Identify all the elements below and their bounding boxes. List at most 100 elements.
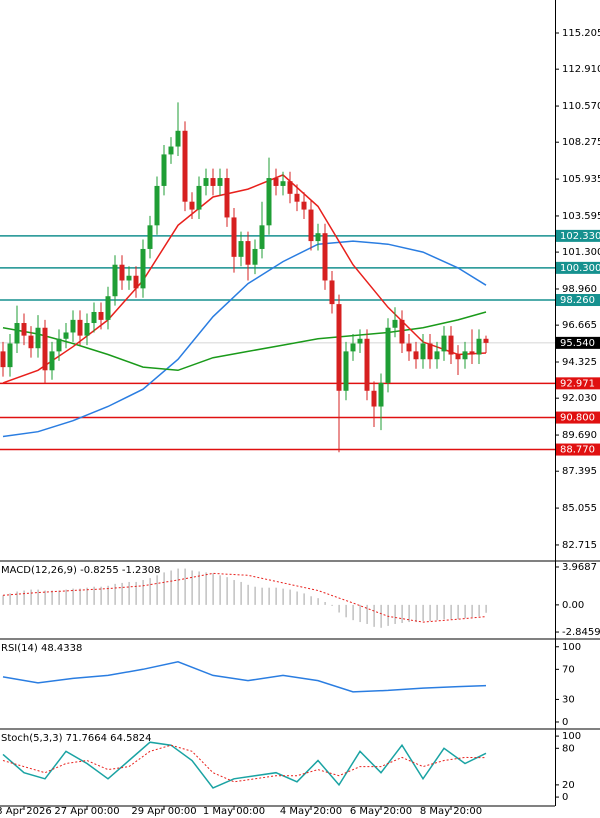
candle-body xyxy=(266,178,272,226)
indicator-line xyxy=(2,240,487,438)
histogram-bar xyxy=(149,578,151,605)
candle-body xyxy=(0,351,6,368)
y-tick-label: 80 xyxy=(562,743,575,754)
histogram-bar xyxy=(170,570,172,605)
histogram-bar xyxy=(240,581,242,605)
y-tick-label: 87.395 xyxy=(562,466,597,477)
y-tick-label: 70 xyxy=(562,664,575,675)
y-tick-label: 92.030 xyxy=(562,393,597,404)
histogram-bar xyxy=(282,588,284,605)
candle-body xyxy=(441,335,447,352)
histogram-bar xyxy=(65,589,67,605)
histogram-bar xyxy=(86,587,88,605)
y-tick-label: 0 xyxy=(562,792,568,803)
candle-body xyxy=(462,351,468,360)
candle-body xyxy=(252,248,258,265)
histogram-bar xyxy=(401,604,403,624)
candle-body xyxy=(77,319,83,336)
candle-body xyxy=(287,181,293,194)
candle-body xyxy=(189,201,195,210)
histogram-bar xyxy=(457,604,459,620)
candle-body xyxy=(182,130,188,202)
level-label-box xyxy=(556,294,600,307)
candle-body xyxy=(98,311,104,320)
candle-body xyxy=(49,351,55,371)
histogram-bar xyxy=(261,587,263,605)
candle-body xyxy=(140,248,146,289)
x-tick-label: 27 Apr 00:00 xyxy=(54,806,119,817)
indicator-title: MACD(12,26,9) -0.8255 -1.2308 xyxy=(1,565,161,576)
histogram-bar xyxy=(107,585,109,605)
y-tick-label: 0 xyxy=(562,717,568,728)
x-tick-label: 6 May 20:00 xyxy=(350,806,412,817)
histogram-bar xyxy=(142,580,144,605)
histogram-bar xyxy=(219,575,221,605)
candle-body xyxy=(413,351,419,360)
histogram-bar xyxy=(275,587,277,605)
y-tick-label: 20 xyxy=(562,780,575,791)
candle-body xyxy=(168,146,174,155)
y-tick-label: 98.960 xyxy=(562,284,597,295)
level-label: 90.800 xyxy=(560,413,595,424)
level-label-box xyxy=(556,411,600,424)
level-label-box xyxy=(556,229,600,242)
candle-body xyxy=(427,343,433,360)
candle-body xyxy=(273,178,279,186)
candle-body xyxy=(483,338,489,343)
y-tick-label: 30 xyxy=(562,694,575,705)
candle-body xyxy=(210,178,216,186)
indicator-title: RSI(14) 48.4338 xyxy=(1,643,82,654)
candle-body xyxy=(84,323,90,336)
histogram-bar xyxy=(464,604,466,619)
histogram-bar xyxy=(163,572,165,605)
level-label: 100.300 xyxy=(560,263,600,274)
candle-body xyxy=(378,382,384,407)
y-tick-label: 115.205 xyxy=(562,28,600,39)
y-tick-label: 96.665 xyxy=(562,320,597,331)
y-tick-label: 89.690 xyxy=(562,430,597,441)
histogram-bar xyxy=(436,604,438,621)
histogram-bar xyxy=(51,590,53,605)
histogram-bar xyxy=(121,582,123,605)
histogram-bar xyxy=(72,588,74,605)
histogram-bar xyxy=(380,604,382,628)
histogram-bar xyxy=(226,577,228,605)
candle-body xyxy=(175,130,181,147)
y-tick-label: 112.910 xyxy=(562,64,600,75)
y-tick-label: 108.275 xyxy=(562,137,600,148)
candle-body xyxy=(203,178,209,186)
histogram-bar xyxy=(352,604,354,621)
y-tick-label: 0.00 xyxy=(562,600,584,611)
histogram-bar xyxy=(233,580,235,605)
candle-body xyxy=(406,343,412,352)
histogram-bar xyxy=(387,604,389,626)
histogram-bar xyxy=(485,604,487,613)
histogram-bar xyxy=(58,590,60,605)
x-tick-label: 8 May 20:00 xyxy=(420,806,482,817)
histogram-bar xyxy=(359,604,361,623)
candle-body xyxy=(329,280,335,305)
candle-body xyxy=(231,217,237,257)
histogram-bar xyxy=(394,604,396,624)
histogram-bar xyxy=(324,602,326,605)
level-label-box xyxy=(556,443,600,456)
y-tick-label: 101.300 xyxy=(562,247,600,258)
candle-body xyxy=(308,209,314,242)
candle-body xyxy=(7,343,13,368)
indicator-line xyxy=(2,744,487,783)
candle-body xyxy=(420,343,426,360)
y-tick-label: 85.055 xyxy=(562,503,597,514)
candle-body xyxy=(343,351,349,391)
candle-body xyxy=(154,185,160,226)
candle-body xyxy=(126,275,132,281)
last-price-box xyxy=(556,336,600,349)
candle-body xyxy=(63,332,69,339)
y-tick-label: 3.9687 xyxy=(562,562,597,573)
histogram-bar xyxy=(30,589,32,605)
candle-body xyxy=(91,311,97,324)
y-tick-label: 82.715 xyxy=(562,540,597,551)
candle-body xyxy=(119,264,125,281)
candle-body xyxy=(112,264,118,297)
histogram-bar xyxy=(247,584,249,605)
